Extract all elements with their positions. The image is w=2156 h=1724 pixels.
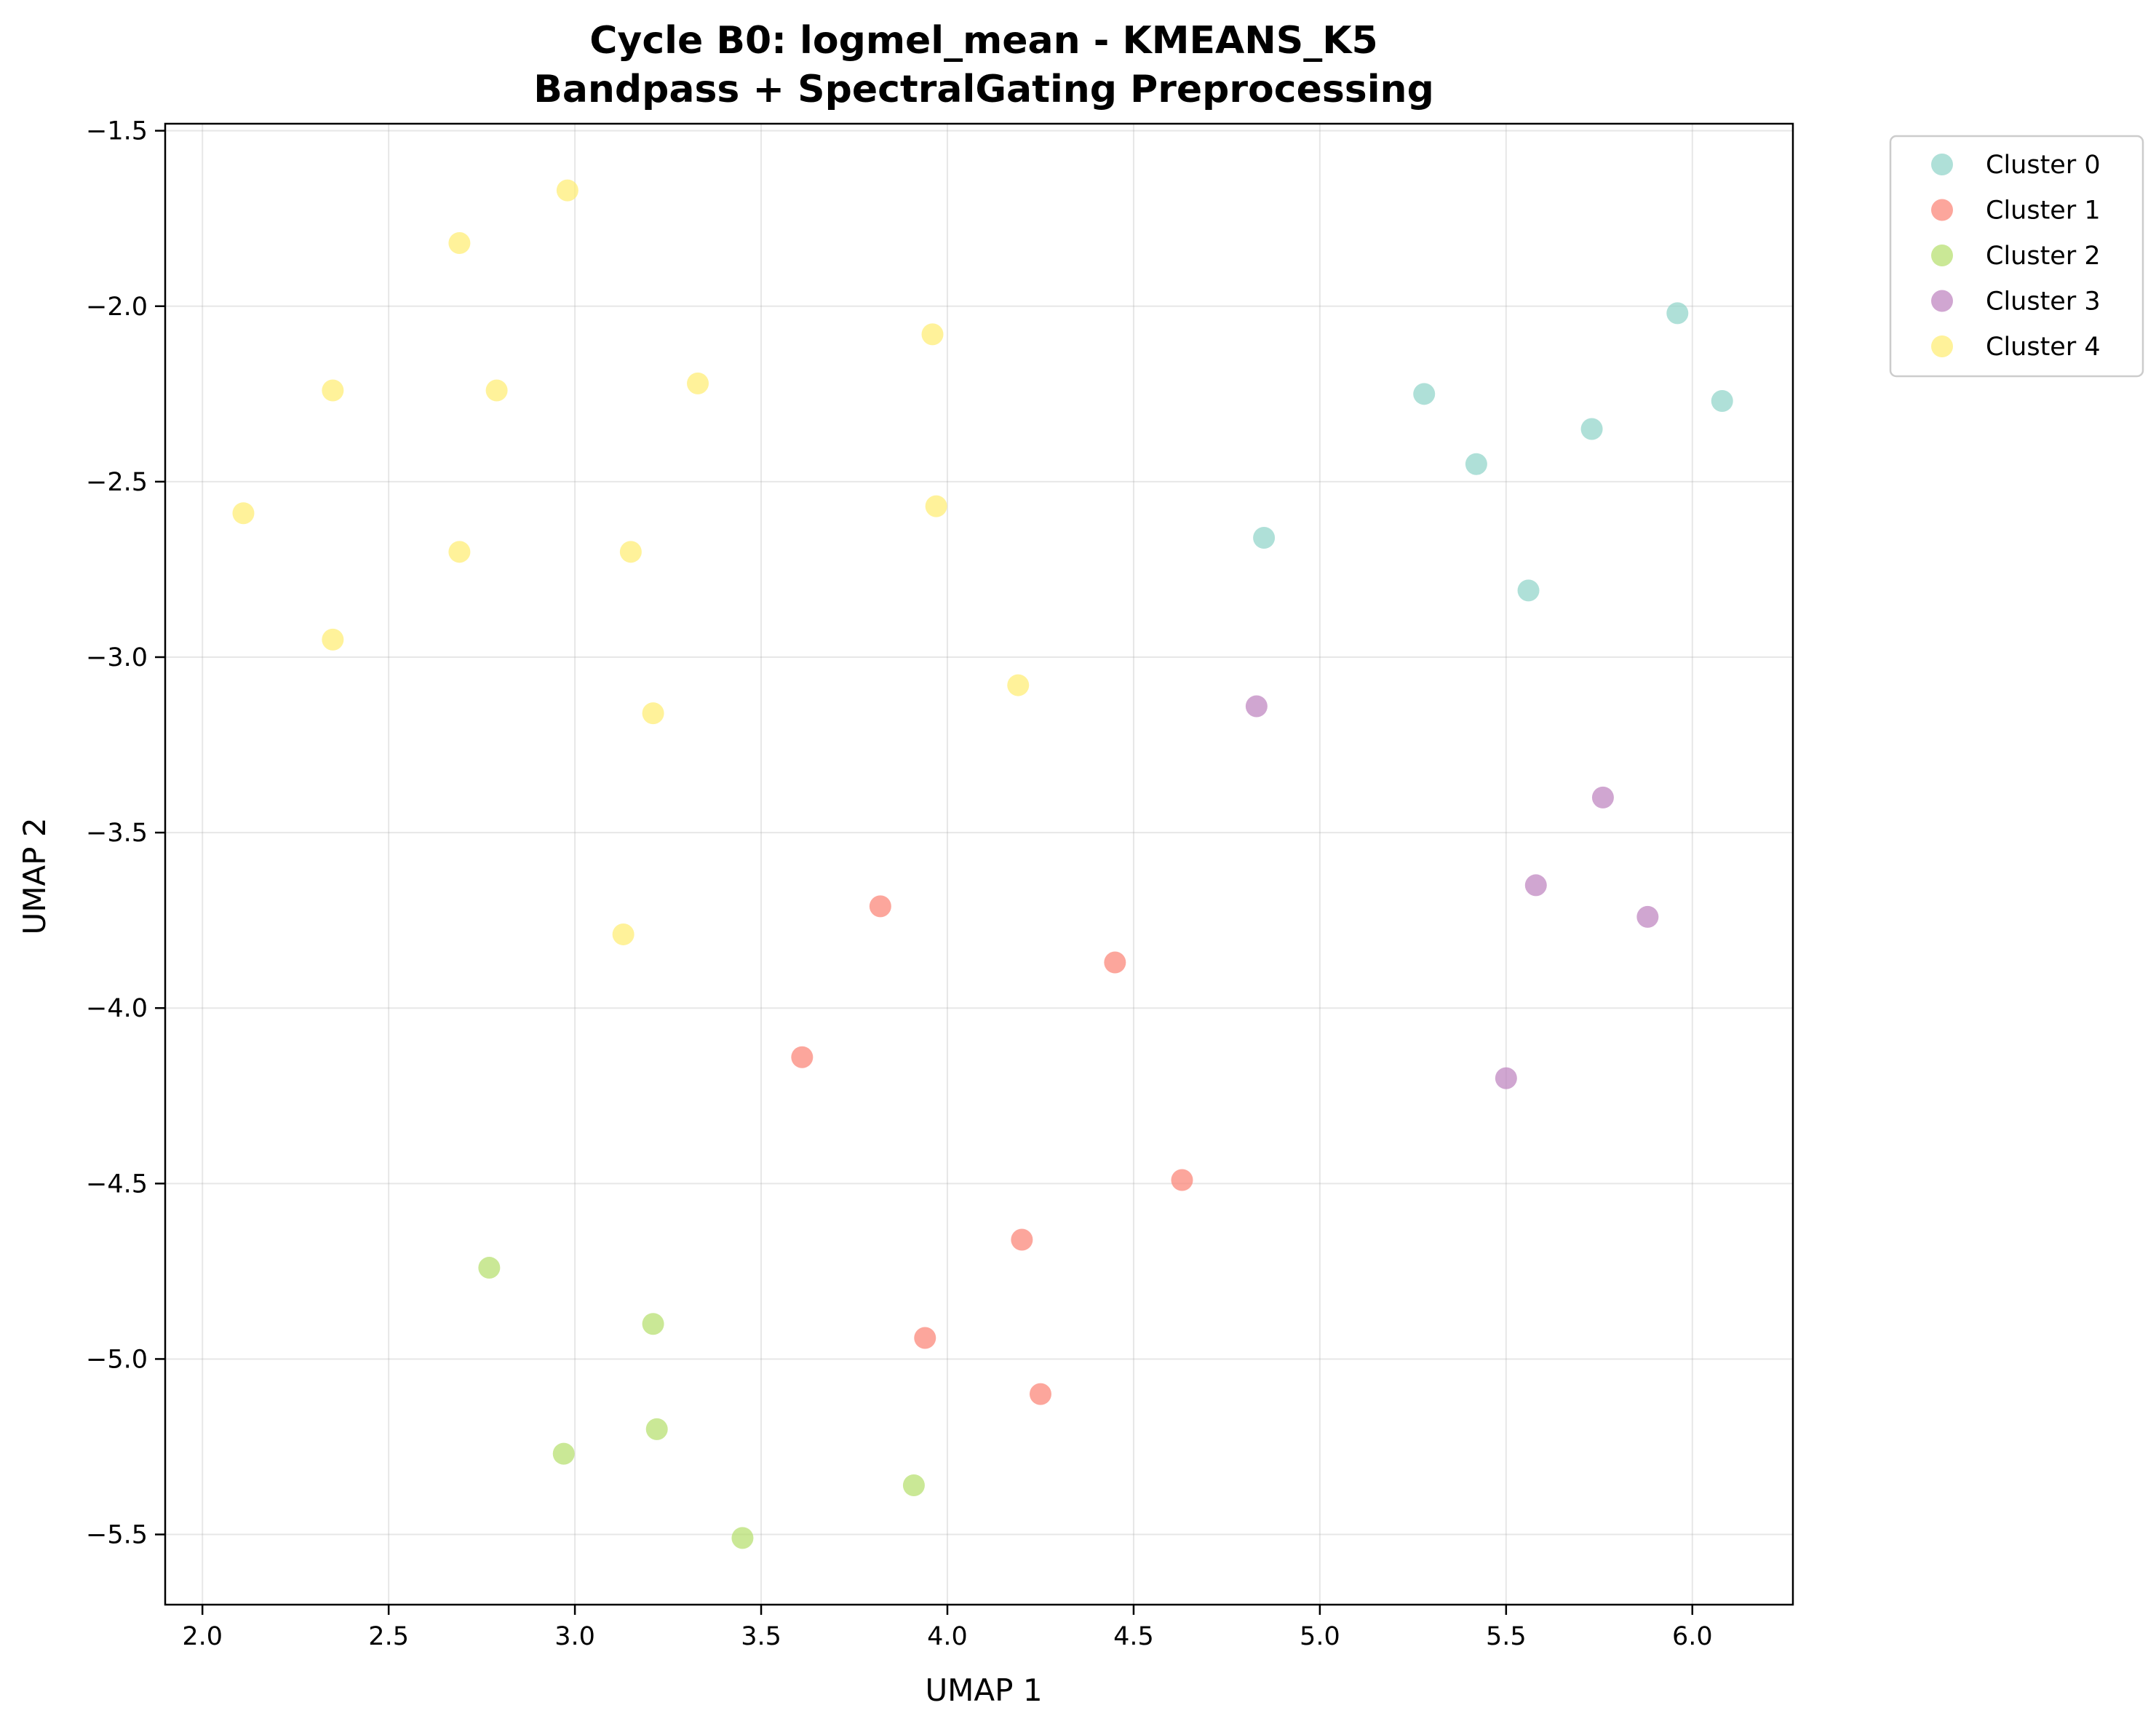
data-point-cluster-4 [232, 502, 255, 525]
x-tick-label: 3.5 [741, 1622, 781, 1651]
x-tick-label: 5.5 [1486, 1622, 1527, 1651]
legend-frame [1889, 135, 2144, 378]
y-tick-label: −2.0 [86, 293, 148, 322]
data-point-cluster-4 [612, 923, 635, 945]
data-point-cluster-3 [1245, 695, 1268, 718]
data-point-cluster-4 [322, 379, 344, 402]
legend-marker-cluster-3 [1931, 290, 1953, 312]
grid-lines [165, 124, 1793, 1605]
axis-ticks: 2.0 2.5 3.0 3.5 4.0 4.5 5.0 5.5 6.0 −1.5 −2.0 −2.5 −… [86, 117, 1713, 1651]
data-point-cluster-4 [448, 231, 471, 254]
data-point-cluster-0 [1253, 527, 1276, 549]
y-tick-label: −4.5 [86, 1169, 148, 1199]
x-tick-label: 5.0 [1300, 1622, 1340, 1651]
y-tick-label: −1.5 [86, 117, 148, 146]
data-point-cluster-4 [619, 541, 642, 563]
data-point-cluster-0 [1517, 579, 1540, 602]
data-point-cluster-1 [869, 895, 891, 918]
data-point-cluster-4 [322, 628, 344, 651]
x-tick-label: 3.0 [554, 1622, 595, 1651]
y-tick-label: −5.5 [86, 1521, 148, 1550]
data-point-cluster-3 [1495, 1067, 1517, 1089]
data-point-cluster-4 [642, 702, 664, 725]
x-tick-label: 6.0 [1672, 1622, 1713, 1651]
data-point-cluster-4 [556, 179, 578, 202]
data-point-cluster-1 [1171, 1169, 1193, 1191]
data-point-cluster-4 [1007, 674, 1030, 696]
data-point-cluster-0 [1413, 383, 1436, 405]
data-point-cluster-1 [1104, 951, 1126, 974]
y-tick-label: −3.0 [86, 643, 148, 672]
legend: Cluster 0 Cluster 1 Cluster 2 Cluster 3 Clus… [1889, 135, 2144, 378]
y-axis-label: UMAP 2 [17, 817, 52, 934]
data-point-cluster-1 [914, 1327, 936, 1349]
data-point-cluster-4 [687, 372, 709, 394]
plot-area-frame [164, 122, 1794, 1606]
legend-label-cluster-0: Cluster 0 [1986, 151, 2101, 180]
chart-title: Cycle B0: logmel_mean - KMEANS_K5 [589, 19, 1377, 63]
data-point-cluster-3 [1636, 905, 1659, 928]
data-point-cluster-1 [791, 1046, 814, 1068]
x-tick-label: 4.5 [1113, 1622, 1154, 1651]
data-point-cluster-0 [1465, 453, 1487, 475]
data-point-cluster-1 [1011, 1228, 1033, 1251]
y-tick-label: −5.0 [86, 1345, 148, 1374]
x-tick-label: 2.0 [182, 1622, 223, 1651]
data-point-cluster-2 [902, 1474, 925, 1497]
data-point-cluster-4 [921, 323, 944, 346]
chart-subtitle: Bandpass + SpectralGating Preprocessing [533, 68, 1434, 111]
data-point-cluster-4 [485, 379, 508, 402]
legend-label-cluster-4: Cluster 4 [1986, 333, 2101, 362]
y-tick-label: −2.5 [86, 468, 148, 497]
legend-marker-cluster-1 [1931, 199, 1953, 221]
data-point-cluster-3 [1524, 874, 1547, 897]
data-point-cluster-3 [1591, 786, 1614, 809]
x-tick-label: 4.0 [927, 1622, 968, 1651]
legend-label-cluster-1: Cluster 1 [1986, 196, 2101, 226]
y-tick-label: −3.5 [86, 819, 148, 848]
data-point-cluster-0 [1580, 418, 1603, 440]
legend-marker-cluster-2 [1931, 245, 1953, 266]
data-point-cluster-4 [448, 541, 471, 563]
data-point-cluster-2 [645, 1418, 668, 1440]
data-point-cluster-1 [1029, 1383, 1051, 1405]
data-point-cluster-2 [642, 1313, 664, 1335]
legend-label-cluster-3: Cluster 3 [1986, 287, 2101, 317]
x-tick-label: 2.5 [368, 1622, 409, 1651]
data-point-cluster-2 [731, 1527, 754, 1549]
data-points [232, 179, 1733, 1549]
data-point-cluster-2 [478, 1257, 501, 1279]
x-axis-label: UMAP 1 [925, 1672, 1042, 1708]
data-point-cluster-0 [1666, 302, 1689, 325]
y-tick-label: −4.0 [86, 994, 148, 1023]
data-point-cluster-2 [552, 1442, 575, 1465]
data-point-cluster-4 [925, 495, 947, 517]
data-point-cluster-0 [1711, 389, 1733, 412]
legend-label-cluster-2: Cluster 2 [1986, 242, 2101, 271]
legend-marker-cluster-0 [1931, 154, 1953, 175]
legend-marker-cluster-4 [1931, 335, 1953, 357]
